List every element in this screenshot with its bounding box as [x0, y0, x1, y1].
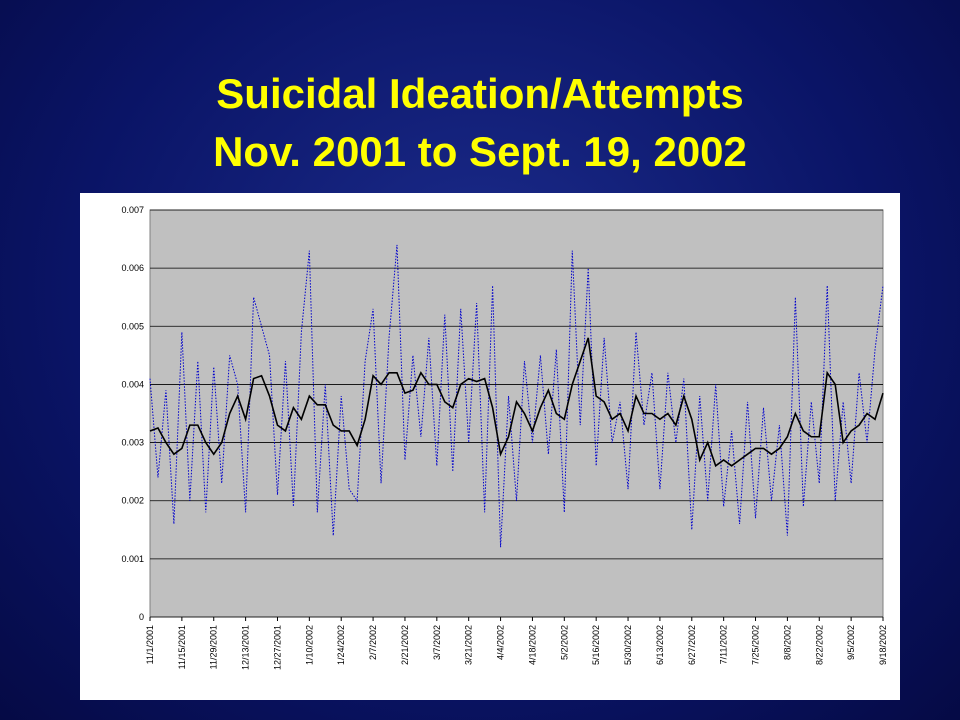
x-tick-label: 7/25/2002 — [751, 625, 761, 665]
x-tick-label: 6/27/2002 — [687, 625, 697, 665]
x-tick-label: 12/13/2001 — [241, 625, 251, 670]
x-tick-label: 1/24/2002 — [336, 625, 346, 665]
x-tick-label: 11/15/2001 — [177, 625, 187, 669]
y-tick-label: 0.004 — [121, 379, 144, 389]
y-tick-label: 0.002 — [121, 496, 144, 506]
y-tick-label: 0.003 — [121, 438, 144, 448]
x-tick-label: 3/7/2002 — [432, 625, 442, 660]
y-tick-label: 0.001 — [121, 554, 144, 564]
x-tick-label: 12/27/2001 — [272, 625, 282, 670]
x-tick-label: 8/22/2002 — [814, 625, 824, 665]
y-tick-label: 0.005 — [121, 321, 144, 331]
x-tick-label: 2/7/2002 — [368, 625, 378, 660]
y-tick-label: 0.007 — [121, 205, 144, 215]
x-tick-label: 5/30/2002 — [623, 625, 633, 665]
y-tick-label: 0.006 — [121, 263, 144, 273]
x-tick-label: 8/8/2002 — [782, 625, 792, 660]
x-tick-label: 4/18/2002 — [527, 625, 537, 665]
chart-title: Suicidal Ideation/Attempts — [216, 70, 744, 117]
x-tick-label: 4/4/2002 — [496, 625, 506, 660]
x-tick-label: 5/2/2002 — [559, 625, 569, 660]
x-tick-label: 9/5/2002 — [846, 625, 856, 660]
chart-subtitle: Nov. 2001 to Sept. 19, 2002 — [213, 128, 747, 175]
x-tick-label: 1/10/2002 — [304, 625, 314, 665]
series-line — [149, 337, 884, 468]
x-tick-label: 11/1/2001 — [145, 625, 155, 664]
plot-area — [149, 209, 884, 618]
x-tick-label: 7/11/2002 — [719, 625, 729, 664]
x-tick-label: 5/16/2002 — [591, 625, 601, 665]
x-tick-label: 3/21/2002 — [464, 625, 474, 665]
x-tick-label: 9/18/2002 — [878, 625, 888, 665]
chart: 0 0.001 0.002 0.003 0.004 0.005 0.006 0.007 11/1… — [80, 193, 900, 700]
x-tick-label: 11/29/2001 — [209, 625, 219, 669]
x-tick-label: 2/21/2002 — [400, 625, 410, 665]
y-tick-label: 0 — [139, 612, 144, 622]
x-tick-label: 6/13/2002 — [655, 625, 665, 665]
series-line — [149, 244, 884, 548]
